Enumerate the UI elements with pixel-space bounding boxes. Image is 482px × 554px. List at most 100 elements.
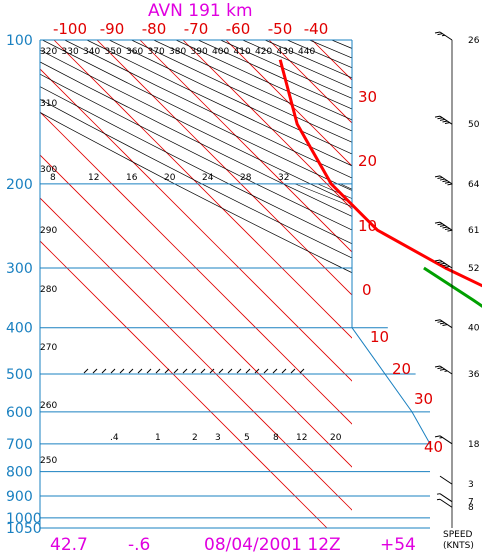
chart-title: AVN 191 km <box>148 1 253 21</box>
hatch-mark <box>254 368 260 374</box>
hatch-mark <box>110 368 116 374</box>
wind-barb-flag <box>434 115 441 118</box>
theta-label: 360 <box>126 47 143 57</box>
hatch-mark <box>209 368 215 374</box>
hatch-mark <box>92 368 98 374</box>
hatch-mark <box>164 368 170 374</box>
isotherm-line <box>40 240 328 528</box>
speed-axis-unit: (KNTS) <box>443 541 474 551</box>
wind-barb-flag <box>439 368 446 371</box>
pressure-tick-label: 500 <box>6 367 33 383</box>
hatch-mark <box>155 368 161 374</box>
hatch-mark <box>227 368 233 374</box>
wind-barb-flag <box>437 33 443 36</box>
temperature-right-tick: 30 <box>414 390 433 408</box>
wind-layer: 26 50 64 61 52 40 36 18 3 78 <box>434 31 480 528</box>
wind-barb-flag <box>437 176 443 179</box>
wind-barb-half <box>439 436 443 439</box>
wind-barb-flag <box>444 122 451 125</box>
dry-adiabat-line <box>40 49 352 204</box>
theta-label: 380 <box>169 47 186 57</box>
wind-speed-label: 52 <box>468 264 479 274</box>
hatch-mark <box>173 368 179 374</box>
wind-barb-half <box>436 498 441 501</box>
mixing-ratio-label-lower: 2 <box>192 433 198 443</box>
mixing-ratio-label-lower: 12 <box>296 433 307 443</box>
temperature-top-tick: -60 <box>226 20 251 38</box>
wind-barb-flag <box>434 175 441 178</box>
wind-barb-flag <box>444 181 451 184</box>
temperature-right-tick: 20 <box>358 152 377 170</box>
wind-barb-flag <box>437 320 443 323</box>
pressure-tick-label: 200 <box>6 177 33 193</box>
isotherm-line <box>96 40 352 296</box>
temperature-profile-line <box>278 59 482 288</box>
wind-barb-shaft <box>439 31 453 41</box>
series-layer <box>278 59 482 308</box>
footer-left: 42.7 <box>50 535 88 554</box>
dewpoint-profile-line <box>423 266 482 308</box>
theta-label: 340 <box>83 47 100 57</box>
wind-barb-flag <box>439 118 446 121</box>
pressure-tick-label: 900 <box>6 489 33 505</box>
dry-adiabat-line <box>40 112 352 274</box>
mixing-ratio-label-upper: 12 <box>88 173 99 183</box>
wind-barb-shaft <box>439 493 453 503</box>
dry-adiabat-line <box>354 40 482 528</box>
pressure-tick-label: 1050 <box>6 521 42 537</box>
theta-label-left: 280 <box>40 285 57 295</box>
isotherm-line <box>40 111 352 425</box>
hatch-mark <box>281 368 287 374</box>
wind-speed-label: 50 <box>468 120 480 130</box>
wind-barb-flag <box>437 261 443 264</box>
wind-barb-half <box>444 370 448 372</box>
theta-label: 370 <box>148 47 165 57</box>
wind-barb-flag <box>444 265 451 268</box>
theta-label: 430 <box>277 47 294 57</box>
isotherm-line <box>225 40 352 167</box>
wind-speed-label: 36 <box>468 370 480 380</box>
hatch-mark <box>119 368 125 374</box>
wind-barb-half <box>441 34 446 37</box>
temperature-right-tick: 40 <box>424 438 443 456</box>
theta-label-left: 270 <box>40 343 57 353</box>
hatch-mark <box>263 368 269 374</box>
pressure-tick-label: 1000 <box>6 511 42 527</box>
temperature-top-tick: -90 <box>100 20 125 38</box>
theta-label-left: 250 <box>40 456 57 466</box>
mixing-ratio-label-lower: 5 <box>244 433 250 443</box>
wind-barb-flag <box>442 264 448 267</box>
mixing-ratio-label-upper: 24 <box>202 173 214 183</box>
isotherm-line <box>40 68 352 382</box>
wind-speed-label: 18 <box>468 440 480 450</box>
wind-barb-flag <box>442 226 448 229</box>
wind-barb-flag <box>434 221 441 224</box>
mixing-ratio-label-lower: .4 <box>110 433 119 443</box>
isotherm-line <box>139 40 352 253</box>
wind-barb-shaft <box>439 498 453 508</box>
dry-adiabat-line <box>40 61 352 217</box>
temperature-right-tick: 30 <box>358 88 377 106</box>
dry-adiabat-line <box>40 86 352 245</box>
mixing-ratio-label-upper: 32 <box>278 173 289 183</box>
hatch-mark <box>245 368 251 374</box>
wind-barb-flag <box>437 367 443 370</box>
dry-adiabat-line <box>40 98 352 259</box>
hatch-mark <box>182 368 188 374</box>
pressure-tick-label: 800 <box>6 465 33 481</box>
wind-barb-flag <box>447 183 453 186</box>
theta-label: 400 <box>212 47 229 57</box>
theta-label: 440 <box>298 47 315 57</box>
mixing-ratio-label-upper: 28 <box>240 173 252 183</box>
mixing-ratio-label-upper: 8 <box>50 173 56 183</box>
wind-speed-label: 61 <box>468 226 479 236</box>
temperature-right-tick: 10 <box>370 328 389 346</box>
mixing-ratio-label-lower: 20 <box>330 433 342 443</box>
speed-axis-label: SPEED <box>443 530 473 540</box>
wind-speed-label: 26 <box>468 36 480 46</box>
wind-barb-flag <box>442 180 448 183</box>
isotherm-line <box>53 40 352 339</box>
theta-label: 410 <box>234 47 251 57</box>
footer-right: +54 <box>380 535 416 554</box>
